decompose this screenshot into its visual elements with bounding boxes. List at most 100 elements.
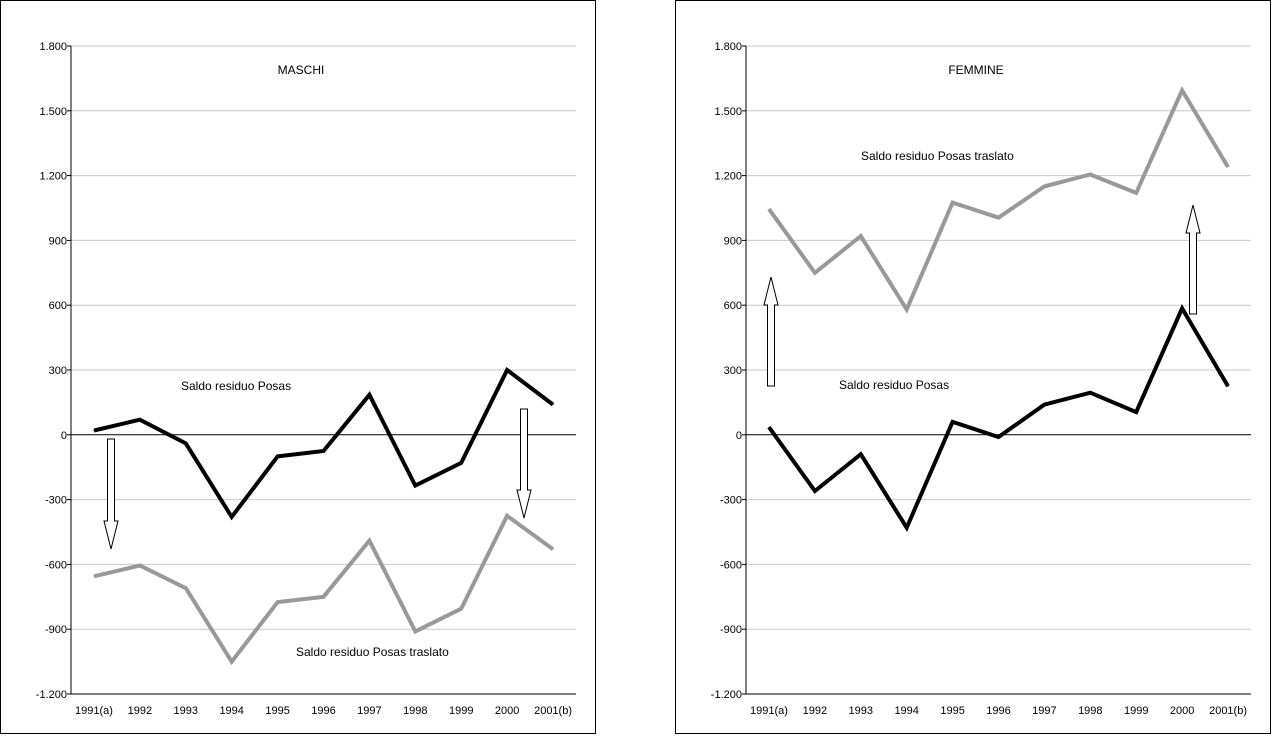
y-tick-label: 300 (49, 365, 67, 377)
data-point (1181, 307, 1183, 309)
data-point (323, 596, 324, 598)
data-point (506, 369, 508, 371)
chart-title: MASCHI (278, 63, 325, 77)
data-point (768, 426, 770, 428)
data-point (231, 661, 233, 663)
data-point (1043, 404, 1045, 406)
y-tick-label: 1.500 (714, 106, 742, 118)
data-point (860, 453, 862, 455)
series-line-posas-traslato (767, 85, 1230, 314)
data-point (552, 548, 554, 550)
x-tick-label: 1993 (849, 705, 873, 717)
chart-femmine: 1.800 1.500 1.200 900 600 300 0 -300 -600 -900 -1.… (711, 41, 1251, 717)
data-point (998, 436, 999, 438)
y-tick-label: 900 (49, 235, 67, 247)
x-tick-label: 1995 (940, 705, 964, 717)
data-point (460, 608, 462, 610)
y-tick-label: -600 (720, 559, 742, 571)
data-point (414, 630, 416, 632)
data-point (323, 450, 324, 452)
data-point (185, 442, 187, 444)
x-tick-label: 1999 (449, 705, 473, 717)
y-tick-label: 0 (61, 430, 67, 442)
y-tick-label: -1.200 (711, 689, 742, 701)
x-tick-label: 1996 (986, 705, 1010, 717)
x-tick-label: 1992 (803, 705, 827, 717)
x-tick-label: 1998 (1078, 705, 1102, 717)
x-tick-label: 2001(b) (1209, 705, 1247, 717)
series-line-posas-traslato (93, 512, 555, 666)
x-tick-label: 1999 (1124, 705, 1148, 717)
data-point (1089, 392, 1091, 394)
x-tick-label: 1995 (265, 705, 289, 717)
x-tick-label: 1994 (219, 705, 243, 717)
data-point (814, 272, 816, 274)
y-tick-label: 1.200 (714, 171, 742, 183)
data-point (368, 394, 370, 396)
chart-panel-maschi: 1.800 1.500 1.200 900 600 300 0 -300 -600 -900 -1.… (0, 0, 596, 734)
arrow-down-icon (103, 438, 119, 550)
data-point (814, 490, 816, 492)
data-point (368, 540, 370, 542)
arrow-down-icon (516, 408, 532, 519)
y-tick-label: 1.800 (714, 41, 742, 53)
data-point (906, 527, 908, 529)
data-point (1181, 89, 1183, 91)
arrow-up-icon (1185, 204, 1201, 315)
x-tick-label: 2000 (495, 705, 519, 717)
data-point (998, 217, 999, 219)
data-point (1227, 166, 1229, 168)
data-point (1135, 192, 1137, 194)
y-tick-label: 900 (724, 235, 742, 247)
y-tick-label: 600 (49, 300, 67, 312)
data-point (1227, 385, 1229, 387)
x-tick-label: 1994 (894, 705, 918, 717)
data-point (414, 485, 416, 487)
data-point (185, 587, 187, 589)
series-line-posas (767, 304, 1230, 532)
y-tick-label: 1.500 (39, 106, 67, 118)
data-point (506, 515, 508, 517)
data-point (139, 564, 141, 566)
y-tick-label: -900 (720, 624, 742, 636)
chart-title: FEMMINE (948, 63, 1003, 77)
y-tick-label: 0 (736, 430, 742, 442)
data-point (1043, 185, 1045, 187)
x-tick-label: 1991(a) (75, 705, 113, 717)
x-tick-label: 2001(b) (534, 705, 572, 717)
y-tick-label: 600 (724, 300, 742, 312)
series-label-posas-traslato: Saldo residuo Posas traslato (861, 149, 1014, 163)
data-point (860, 235, 862, 237)
y-tick-label: -300 (720, 495, 742, 507)
x-tick-label: 1993 (174, 705, 198, 717)
data-point (277, 601, 279, 603)
data-point (277, 455, 279, 457)
x-tick-label: 1997 (1032, 705, 1056, 717)
y-tick-label: 1.200 (39, 171, 67, 183)
x-tick-label: 2000 (1170, 705, 1194, 717)
data-point (231, 516, 233, 518)
data-point (93, 429, 95, 431)
data-point (952, 421, 954, 423)
data-point (460, 462, 462, 464)
y-tick-label: -300 (45, 495, 67, 507)
x-tick-label: 1996 (311, 705, 335, 717)
y-tick-label: 1.800 (39, 41, 67, 53)
y-tick-label: -600 (45, 559, 67, 571)
data-point (1135, 411, 1137, 413)
data-point (952, 202, 954, 204)
y-tick-label: -1.200 (36, 689, 67, 701)
y-tick-label: 300 (724, 365, 742, 377)
data-point (768, 208, 770, 210)
data-point (552, 404, 554, 406)
chart-maschi: 1.800 1.500 1.200 900 600 300 0 -300 -600 -900 -1.… (36, 41, 576, 717)
series-label-posas: Saldo residuo Posas (181, 379, 291, 393)
data-point (139, 419, 141, 421)
arrow-up-icon (763, 276, 779, 387)
series-label-posas: Saldo residuo Posas (839, 378, 949, 392)
y-tick-label: -900 (45, 624, 67, 636)
x-tick-label: 1992 (128, 705, 152, 717)
data-point (93, 575, 95, 577)
data-point (1089, 174, 1091, 176)
series-line-posas (93, 366, 555, 521)
